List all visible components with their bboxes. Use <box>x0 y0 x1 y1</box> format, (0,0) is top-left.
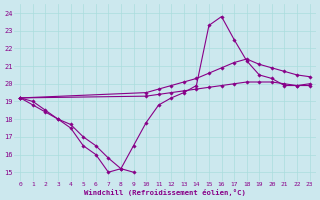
X-axis label: Windchill (Refroidissement éolien,°C): Windchill (Refroidissement éolien,°C) <box>84 189 246 196</box>
